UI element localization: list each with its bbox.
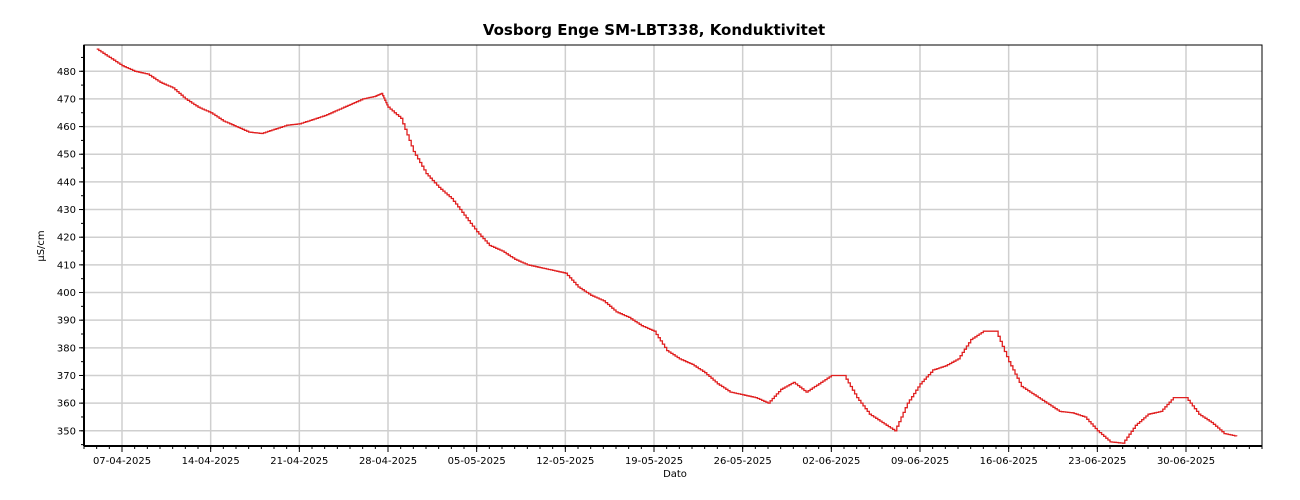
- grid: [84, 45, 1262, 446]
- y-tick-label: 410: [57, 260, 76, 271]
- y-tick-label: 470: [57, 94, 76, 105]
- plot-frame: [83, 44, 1263, 447]
- x-tick-label: 28-04-2025: [359, 456, 417, 467]
- y-tick-label: 460: [57, 122, 76, 133]
- y-tick-label: 390: [57, 316, 76, 327]
- x-tick-label: 26-05-2025: [714, 456, 772, 467]
- x-tick-label: 14-04-2025: [182, 456, 240, 467]
- y-tick-label: 430: [57, 205, 76, 216]
- series-line: [96, 48, 1238, 444]
- chart-title: Vosborg Enge SM-LBT338, Konduktivitet: [483, 21, 825, 39]
- x-tick-label: 19-05-2025: [625, 456, 683, 467]
- x-tick-label: 07-04-2025: [93, 456, 151, 467]
- y-tick-label: 370: [57, 371, 76, 382]
- x-tick-label: 21-04-2025: [270, 456, 328, 467]
- x-tick-label: 23-06-2025: [1068, 456, 1126, 467]
- y-tick-label: 350: [57, 426, 76, 437]
- x-tick-label: 09-06-2025: [891, 456, 949, 467]
- x-axis-label: Dato: [663, 469, 687, 480]
- y-tick-label: 380: [57, 343, 76, 354]
- x-tick-label: 12-05-2025: [536, 456, 594, 467]
- y-tick-labels: 350 360 370 380 390 400 410 420 430 440 450 460 470 4…: [57, 56, 84, 446]
- y-axis-label: µS/cm: [36, 230, 47, 261]
- y-tick-label: 450: [57, 150, 76, 161]
- x-tick-label: 05-05-2025: [448, 456, 506, 467]
- x-tick-labels: 07-04-2025 14-04-2025 21-04-2025 28-04-2025…: [83, 446, 1263, 467]
- y-tick-label: 400: [57, 288, 76, 299]
- x-tick-label: 16-06-2025: [980, 456, 1038, 467]
- y-tick-label: 420: [57, 233, 76, 244]
- series-group: [96, 48, 1238, 444]
- y-tick-label: 360: [57, 399, 76, 410]
- y-tick-label: 480: [57, 67, 76, 78]
- y-tick-label: 440: [57, 177, 76, 188]
- x-tick-label: 02-06-2025: [802, 456, 860, 467]
- x-tick-label: 30-06-2025: [1157, 456, 1215, 467]
